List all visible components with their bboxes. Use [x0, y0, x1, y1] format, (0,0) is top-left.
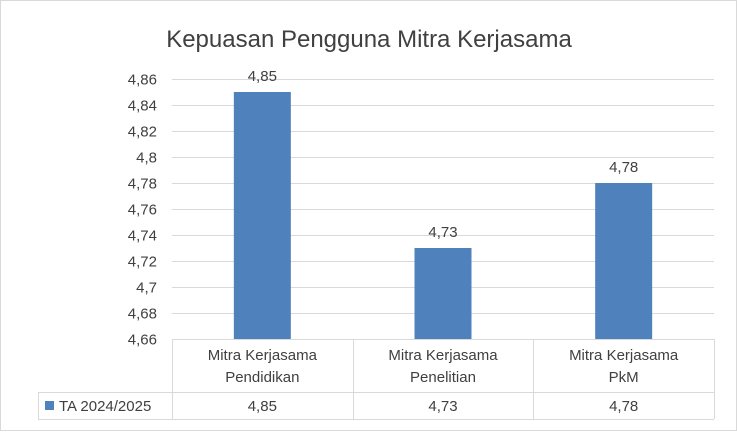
data-labels: 4,85 4,73 4,78 — [248, 68, 639, 241]
chart-title: Kepuasan Pengguna Mitra Kerjasama — [166, 26, 572, 53]
data-label: 4,78 — [609, 159, 638, 176]
y-tick-label: 4,8 — [136, 150, 157, 167]
y-tick-label: 4,7 — [136, 280, 157, 297]
data-label: 4,73 — [428, 224, 457, 241]
table-cell-value: 4,78 — [609, 398, 638, 415]
y-tick-label: 4,68 — [128, 306, 157, 323]
table-cell-value: 4,73 — [428, 398, 457, 415]
y-tick-label: 4,72 — [128, 254, 157, 271]
data-label: 4,85 — [248, 68, 277, 85]
y-tick-label: 4,74 — [128, 228, 157, 245]
legend-label: TA 2024/2025 — [59, 398, 151, 415]
bars — [233, 92, 653, 339]
table-cell-value: 4,85 — [248, 398, 277, 415]
bar — [414, 248, 472, 339]
category-label: PkM — [609, 369, 639, 386]
y-axis: 4,66 4,68 4,7 4,72 4,74 4,76 4,78 4,8 4,82 4,84 4,… — [128, 72, 157, 349]
y-tick-label: 4,66 — [128, 332, 157, 349]
y-tick-label: 4,78 — [128, 176, 157, 193]
bar — [595, 183, 653, 339]
category-label: Penelitian — [410, 369, 476, 386]
category-label: Mitra Kerjasama — [208, 347, 318, 364]
category-label: Mitra Kerjasama — [569, 347, 679, 364]
bar — [233, 92, 291, 339]
y-tick-label: 4,76 — [128, 202, 157, 219]
legend-swatch — [45, 401, 54, 410]
category-label: Mitra Kerjasama — [388, 347, 498, 364]
y-tick-label: 4,86 — [128, 72, 157, 89]
data-table: Mitra Kerjasama Pendidikan Mitra Kerjasama… — [38, 339, 715, 420]
category-label: Pendidikan — [225, 369, 299, 386]
y-tick-label: 4,84 — [128, 98, 157, 115]
y-tick-label: 4,82 — [128, 124, 157, 141]
